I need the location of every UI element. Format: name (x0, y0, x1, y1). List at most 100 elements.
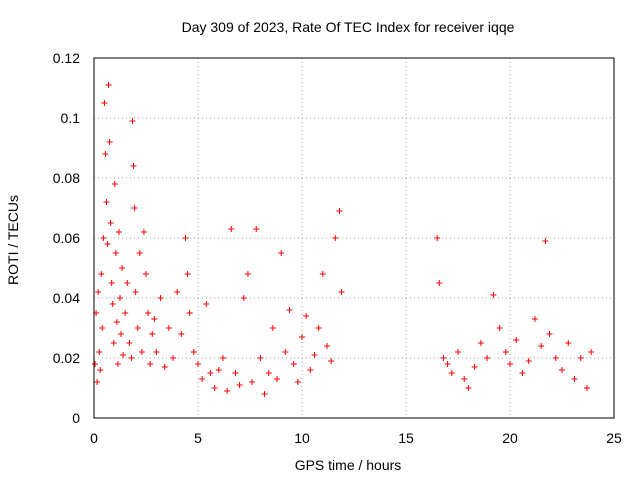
data-point (328, 358, 335, 364)
data-point (114, 361, 121, 367)
data-point (118, 331, 125, 337)
x-tick-label: 25 (606, 430, 622, 446)
x-tick-label: 10 (294, 430, 310, 446)
data-point (174, 289, 181, 295)
data-point (307, 367, 314, 373)
data-point (105, 82, 112, 88)
data-point (112, 250, 119, 256)
data-point (315, 325, 322, 331)
y-tick-labels: 0 0.02 0.04 0.06 0.08 0.1 0.12 (53, 50, 80, 426)
data-point (153, 349, 160, 355)
data-point (525, 358, 532, 364)
data-point (140, 229, 147, 235)
data-point (436, 280, 443, 286)
data-point (588, 349, 595, 355)
data-point (190, 349, 197, 355)
chart-title: Day 309 of 2023, Rate Of TEC Index for r… (182, 19, 515, 35)
x-tick-label: 20 (502, 430, 518, 446)
data-point (552, 355, 559, 361)
data-points (92, 82, 595, 397)
y-tick-label: 0.1 (61, 110, 81, 126)
data-point (496, 325, 503, 331)
data-point (132, 289, 139, 295)
data-point (565, 340, 572, 346)
data-point (130, 163, 137, 169)
data-point (559, 367, 565, 373)
data-point (207, 370, 214, 376)
x-tick-label: 0 (90, 430, 98, 446)
data-point (131, 205, 138, 211)
x-tick-label: 15 (398, 430, 414, 446)
x-tick-labels: 0 5 10 15 20 25 (90, 430, 622, 446)
data-point (444, 361, 451, 367)
data-point (240, 295, 247, 301)
data-point (440, 355, 447, 361)
data-point (211, 385, 218, 391)
data-point (107, 220, 114, 226)
data-point (102, 151, 109, 157)
data-point (286, 307, 293, 313)
data-point (129, 118, 136, 124)
data-point (249, 379, 256, 385)
data-point (323, 343, 330, 349)
data-point (465, 385, 472, 391)
data-point (546, 331, 553, 337)
y-tick-label: 0 (72, 410, 80, 426)
data-point (513, 337, 520, 343)
data-point (519, 370, 526, 376)
data-point (122, 310, 129, 316)
data-point (299, 334, 305, 340)
plot-frame (93, 57, 615, 419)
data-point (195, 361, 201, 367)
data-point (120, 352, 127, 358)
data-point (278, 250, 285, 256)
data-point (471, 364, 478, 370)
data-point (143, 271, 149, 277)
y-tick-label: 0.04 (53, 290, 80, 306)
data-point (117, 295, 123, 301)
y-tick-label: 0.08 (53, 170, 80, 186)
data-point (261, 391, 268, 397)
data-point (228, 226, 235, 232)
data-point (186, 310, 193, 316)
data-point (203, 301, 210, 307)
data-point (538, 343, 545, 349)
data-point (115, 229, 122, 235)
data-point (136, 250, 143, 256)
data-point (126, 340, 133, 346)
data-point (303, 313, 310, 319)
y-tick-label: 0.12 (53, 50, 80, 66)
data-point (253, 226, 260, 232)
data-point (232, 370, 239, 376)
data-point (128, 355, 135, 361)
data-point (111, 181, 118, 187)
data-point (147, 361, 154, 367)
data-point (531, 316, 538, 322)
data-point (455, 349, 461, 355)
data-point (100, 235, 107, 241)
data-point (184, 271, 191, 277)
data-point (215, 367, 222, 373)
data-point (124, 280, 131, 286)
data-point (282, 349, 289, 355)
data-point (170, 355, 177, 361)
data-point (490, 292, 497, 298)
y-tick-label: 0.06 (53, 230, 80, 246)
data-point (96, 349, 103, 355)
data-point (157, 295, 164, 301)
data-point (113, 319, 120, 325)
data-point (145, 310, 152, 316)
data-point (103, 199, 110, 205)
data-point (199, 376, 206, 382)
data-point (236, 382, 243, 388)
data-point (151, 316, 158, 322)
data-point (319, 271, 326, 277)
data-point (434, 235, 441, 241)
data-point (502, 349, 509, 355)
data-point (109, 301, 116, 307)
data-point (571, 376, 578, 382)
data-point (219, 355, 226, 361)
data-point (274, 376, 281, 382)
data-point (224, 388, 231, 394)
